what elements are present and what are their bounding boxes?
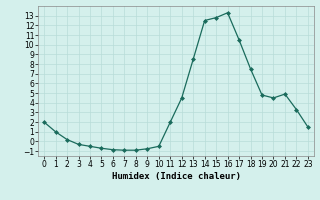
X-axis label: Humidex (Indice chaleur): Humidex (Indice chaleur) bbox=[111, 172, 241, 181]
